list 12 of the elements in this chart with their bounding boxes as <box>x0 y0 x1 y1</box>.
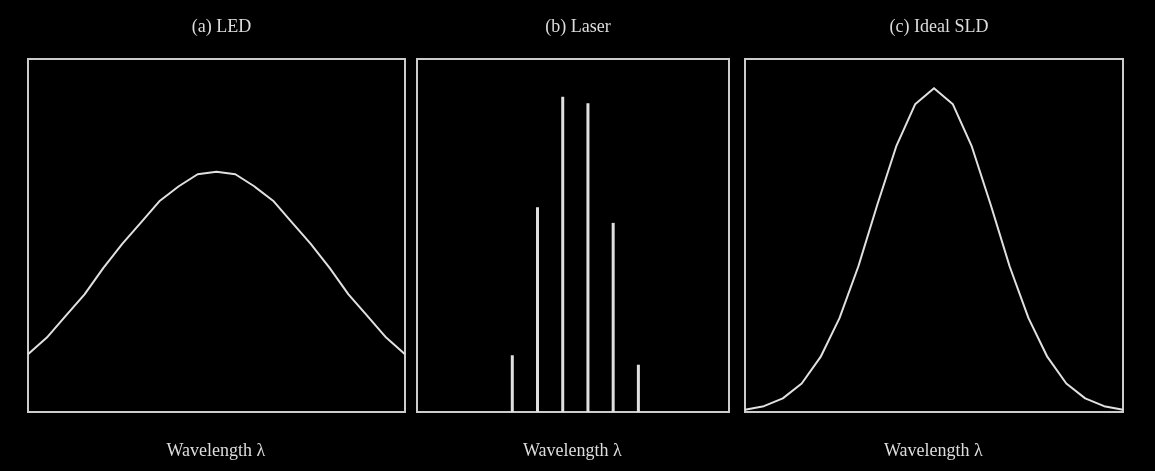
bar <box>636 364 640 412</box>
bar <box>510 355 514 412</box>
chart-title: (b) Laser <box>545 16 611 37</box>
x-axis-title: Wavelength λ <box>884 440 984 460</box>
bar <box>586 103 590 412</box>
chart-title: (a) LED <box>191 16 252 37</box>
chart-title: (c) Ideal SLD <box>889 16 989 37</box>
x-axis-title: Wavelength λ <box>166 440 266 460</box>
bar <box>536 207 540 412</box>
x-axis-title: Wavelength λ <box>523 440 623 460</box>
bar <box>611 222 615 412</box>
bar <box>561 96 565 412</box>
